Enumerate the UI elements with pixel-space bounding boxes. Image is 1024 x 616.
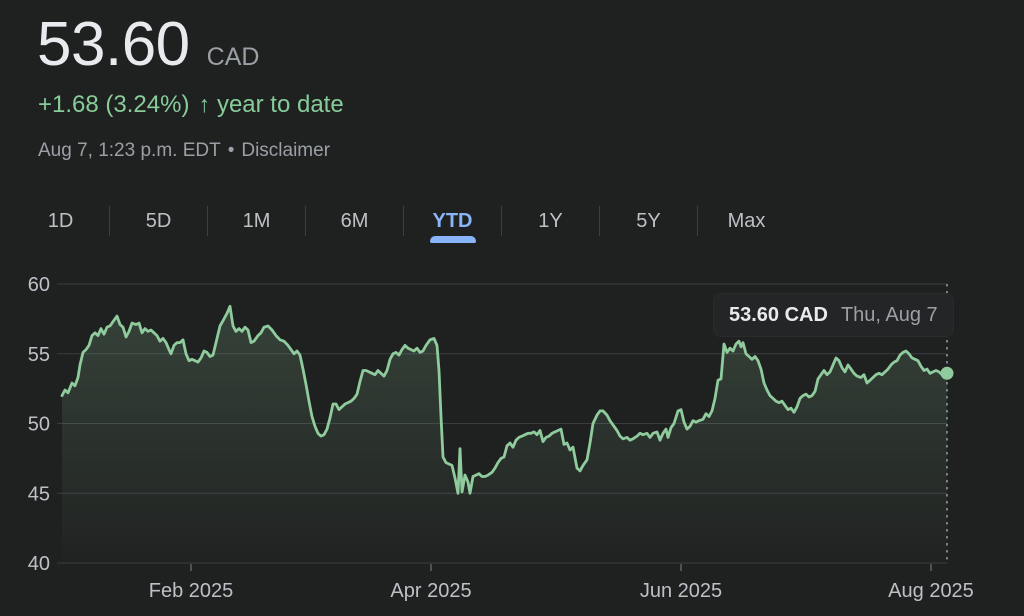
tab-1d[interactable]: 1D — [12, 198, 109, 244]
y-axis-label: 40 — [28, 553, 50, 575]
disclaimer-link[interactable]: Disclaimer — [241, 140, 331, 161]
tab-1m[interactable]: 1M — [208, 198, 305, 244]
x-axis-label: Feb 2025 — [149, 580, 234, 602]
tab-6m[interactable]: 6M — [306, 198, 403, 244]
tooltip-price: 53.60 CAD — [729, 303, 828, 326]
x-axis-label: Aug 2025 — [888, 580, 974, 602]
x-axis-label: Apr 2025 — [390, 580, 471, 602]
y-axis-label: 55 — [28, 344, 50, 366]
separator-dot: • — [227, 140, 235, 161]
currency-label: CAD — [206, 43, 260, 71]
tab-divider — [305, 206, 306, 236]
y-axis-label: 60 — [28, 274, 50, 296]
tab-1y[interactable]: 1Y — [502, 198, 599, 244]
tab-divider — [599, 206, 600, 236]
x-axis-label: Jun 2025 — [640, 580, 722, 602]
tab-divider — [403, 206, 404, 236]
active-tab-underline — [429, 236, 476, 243]
y-axis-label: 50 — [28, 414, 50, 436]
timestamp: Aug 7, 1:23 p.m. EDT — [38, 140, 221, 161]
price-value: 53.60 — [37, 10, 190, 79]
tab-divider — [501, 206, 502, 236]
quote-meta-row: Aug 7, 1:23 p.m. EDT • Disclaimer — [38, 139, 330, 164]
price-header: 53.60 CAD — [37, 14, 259, 76]
price-change: +1.68 (3.24%) — [38, 91, 190, 118]
change-period: year to date — [216, 91, 344, 118]
chart-tooltip: 53.60 CAD Thu, Aug 7 — [713, 293, 954, 337]
price-change-row: +1.68 (3.24%) ↑ year to date — [38, 89, 344, 120]
price-line — [60, 304, 949, 495]
current-point-marker[interactable] — [940, 366, 954, 380]
tab-ytd[interactable]: YTD — [404, 198, 501, 244]
area-fill — [62, 306, 947, 563]
y-axis-label: 45 — [28, 483, 50, 505]
arrow-up-icon: ↑ — [198, 90, 210, 117]
tab-max[interactable]: Max — [698, 198, 795, 244]
tab-5y[interactable]: 5Y — [600, 198, 697, 244]
tab-divider — [109, 206, 110, 236]
tab-divider — [207, 206, 208, 236]
time-range-tabs: 1D 5D 1M 6M YTD 1Y 5Y Max — [12, 198, 795, 244]
tooltip-date: Thu, Aug 7 — [840, 303, 938, 326]
tab-divider — [697, 206, 698, 236]
tab-5d[interactable]: 5D — [110, 198, 207, 244]
